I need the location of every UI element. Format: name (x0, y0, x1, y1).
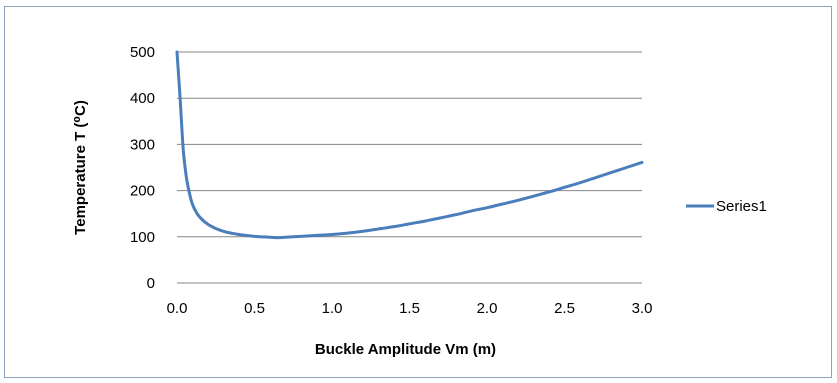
series-layer (175, 50, 644, 240)
y-tick-label: 400 (130, 90, 155, 107)
x-tick-label: 3.0 (632, 300, 653, 317)
x-tick-label: 0.0 (167, 300, 188, 317)
y-tick-label: 500 (130, 44, 155, 61)
x-tick-label: 2.0 (477, 300, 498, 317)
x-tick-labels: 0.0 0.5 1.0 1.5 2.0 2.5 3.0 (167, 300, 653, 317)
grid-layer (177, 51, 642, 238)
y-tick-label: 200 (130, 183, 155, 200)
y-tick-labels: 0 100 200 300 400 500 (130, 44, 155, 292)
legend-label-series1: Series1 (716, 198, 767, 215)
x-tick-label: 2.5 (554, 300, 575, 317)
chart-frame: 0 100 200 300 400 500 0.0 0.5 1.0 1.5 2.0 2.5 3.0 B… (4, 6, 832, 378)
series-line-series1 (175, 50, 644, 240)
x-axis-title: Buckle Amplitude Vm (m) (315, 341, 496, 358)
y-tick-label: 0 (147, 275, 155, 292)
x-tick-label: 0.5 (244, 300, 265, 317)
x-tick-label: 1.5 (399, 300, 420, 317)
y-tick-label: 100 (130, 229, 155, 246)
y-axis-title: Temperature T (⁰C) (72, 100, 89, 235)
legend: Series1 (686, 198, 767, 215)
chart-svg: 0 100 200 300 400 500 0.0 0.5 1.0 1.5 2.0 2.5 3.0 B… (72, 44, 767, 358)
x-tick-label: 1.0 (322, 300, 343, 317)
y-tick-label: 300 (130, 136, 155, 153)
